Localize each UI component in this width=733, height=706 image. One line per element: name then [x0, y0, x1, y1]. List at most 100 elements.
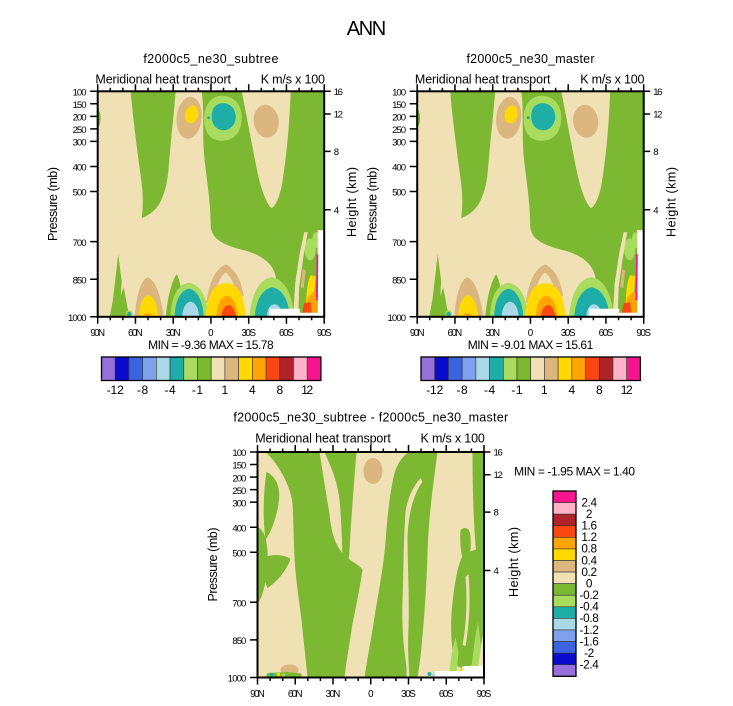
- svg-text:250: 250: [392, 125, 406, 136]
- svg-text:-0.4: -0.4: [580, 600, 600, 614]
- svg-text:12: 12: [653, 110, 662, 121]
- svg-text:0: 0: [208, 328, 214, 339]
- svg-text:12: 12: [334, 110, 343, 121]
- svg-text:8: 8: [653, 147, 658, 158]
- svg-text:1: 1: [541, 383, 548, 397]
- svg-text:200: 200: [232, 473, 246, 484]
- svg-text:Pressure (mb): Pressure (mb): [366, 167, 380, 241]
- svg-text:0: 0: [368, 689, 374, 700]
- svg-text:30N: 30N: [166, 328, 181, 339]
- svg-text:-1: -1: [511, 383, 523, 397]
- svg-text:500: 500: [392, 188, 406, 199]
- svg-text:500: 500: [232, 548, 246, 559]
- svg-text:60S: 60S: [439, 689, 454, 700]
- svg-text:12: 12: [301, 383, 313, 397]
- svg-text:150: 150: [73, 100, 87, 111]
- svg-text:-0.2: -0.2: [580, 588, 599, 602]
- svg-text:-4: -4: [165, 383, 177, 397]
- svg-text:Height (km): Height (km): [345, 167, 359, 237]
- svg-text:30S: 30S: [561, 328, 576, 339]
- svg-text:90S: 90S: [317, 328, 332, 339]
- svg-text:90N: 90N: [250, 689, 265, 700]
- svg-text:16: 16: [334, 87, 343, 98]
- svg-text:60N: 60N: [288, 689, 303, 700]
- svg-text:-1.2: -1.2: [580, 623, 599, 637]
- svg-text:MIN = -1.95 MAX = 1.40: MIN = -1.95 MAX = 1.40: [514, 464, 635, 478]
- svg-text:MIN = -9.01 MAX = 15.61: MIN = -9.01 MAX = 15.61: [468, 338, 594, 352]
- svg-text:200: 200: [392, 113, 406, 124]
- svg-text:-2: -2: [584, 646, 594, 660]
- svg-text:ANN: ANN: [347, 18, 387, 40]
- svg-text:4: 4: [568, 383, 575, 397]
- svg-text:4: 4: [653, 205, 659, 216]
- svg-text:30N: 30N: [485, 328, 500, 339]
- svg-text:-8: -8: [457, 383, 469, 397]
- svg-text:700: 700: [73, 238, 87, 249]
- svg-text:150: 150: [392, 100, 406, 111]
- svg-text:850: 850: [232, 636, 246, 647]
- svg-text:1000: 1000: [388, 313, 407, 324]
- svg-text:100: 100: [392, 88, 406, 99]
- svg-text:300: 300: [73, 138, 87, 149]
- svg-text:-2.4: -2.4: [580, 658, 600, 672]
- svg-text:12: 12: [621, 383, 633, 397]
- svg-text:Meridional heat transport: Meridional heat transport: [415, 73, 551, 87]
- svg-text:60N: 60N: [128, 328, 143, 339]
- svg-text:90S: 90S: [477, 689, 492, 700]
- svg-text:-1: -1: [192, 383, 204, 397]
- svg-text:-12: -12: [107, 383, 125, 397]
- svg-text:Pressure (mb): Pressure (mb): [46, 167, 60, 241]
- svg-text:f2000c5_ne30_subtree - f2000c5: f2000c5_ne30_subtree - f2000c5_ne30_mast…: [233, 411, 508, 425]
- svg-text:100: 100: [73, 88, 87, 99]
- svg-text:90S: 90S: [636, 328, 651, 339]
- svg-text:f2000c5_ne30_subtree: f2000c5_ne30_subtree: [143, 52, 278, 66]
- svg-text:700: 700: [232, 599, 246, 610]
- svg-text:0.4: 0.4: [581, 553, 597, 567]
- svg-text:250: 250: [73, 125, 87, 136]
- svg-text:0: 0: [528, 328, 534, 339]
- svg-text:30S: 30S: [401, 689, 416, 700]
- svg-text:400: 400: [392, 163, 406, 174]
- svg-text:200: 200: [73, 113, 87, 124]
- svg-text:-1.6: -1.6: [580, 634, 600, 648]
- svg-text:f2000c5_ne30_master: f2000c5_ne30_master: [467, 52, 595, 66]
- svg-text:1.6: 1.6: [581, 519, 597, 533]
- svg-text:1.2: 1.2: [581, 530, 596, 544]
- svg-text:0: 0: [586, 577, 593, 591]
- svg-text:300: 300: [392, 138, 406, 149]
- svg-text:700: 700: [392, 238, 406, 249]
- svg-text:1000: 1000: [68, 313, 87, 324]
- svg-text:4: 4: [249, 383, 256, 397]
- svg-text:8: 8: [276, 383, 283, 397]
- svg-text:0.8: 0.8: [581, 542, 597, 556]
- svg-text:16: 16: [494, 448, 503, 459]
- svg-text:12: 12: [494, 470, 503, 481]
- svg-text:850: 850: [73, 275, 87, 286]
- svg-text:Pressure (mb): Pressure (mb): [206, 528, 220, 602]
- svg-text:60N: 60N: [448, 328, 463, 339]
- svg-text:-12: -12: [426, 383, 444, 397]
- svg-text:Meridional heat transport: Meridional heat transport: [95, 73, 231, 87]
- svg-text:2.4: 2.4: [581, 495, 597, 509]
- svg-text:MIN = -9.36 MAX = 15.78: MIN = -9.36 MAX = 15.78: [148, 338, 274, 352]
- svg-text:2: 2: [586, 507, 592, 521]
- svg-text:Height (km): Height (km): [507, 527, 521, 597]
- svg-text:0.2: 0.2: [581, 565, 596, 579]
- svg-text:8: 8: [596, 383, 603, 397]
- svg-text:Height (km): Height (km): [665, 167, 679, 237]
- svg-text:-0.8: -0.8: [580, 611, 600, 625]
- svg-text:30S: 30S: [241, 328, 256, 339]
- svg-text:-8: -8: [137, 383, 149, 397]
- svg-text:250: 250: [232, 486, 246, 497]
- svg-text:1000: 1000: [228, 674, 247, 685]
- svg-text:400: 400: [232, 523, 246, 534]
- svg-text:150: 150: [232, 461, 246, 472]
- svg-text:-4: -4: [484, 383, 496, 397]
- svg-text:8: 8: [494, 508, 499, 519]
- svg-text:30N: 30N: [326, 689, 341, 700]
- svg-text:Meridional heat transport: Meridional heat transport: [255, 432, 391, 446]
- svg-text:400: 400: [73, 163, 87, 174]
- svg-text:100: 100: [232, 448, 246, 459]
- svg-text:850: 850: [392, 275, 406, 286]
- svg-text:8: 8: [334, 147, 339, 158]
